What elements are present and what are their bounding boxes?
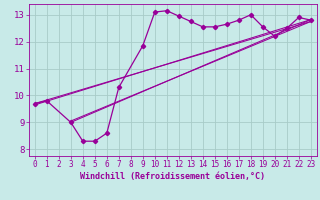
X-axis label: Windchill (Refroidissement éolien,°C): Windchill (Refroidissement éolien,°C) [80,172,265,181]
